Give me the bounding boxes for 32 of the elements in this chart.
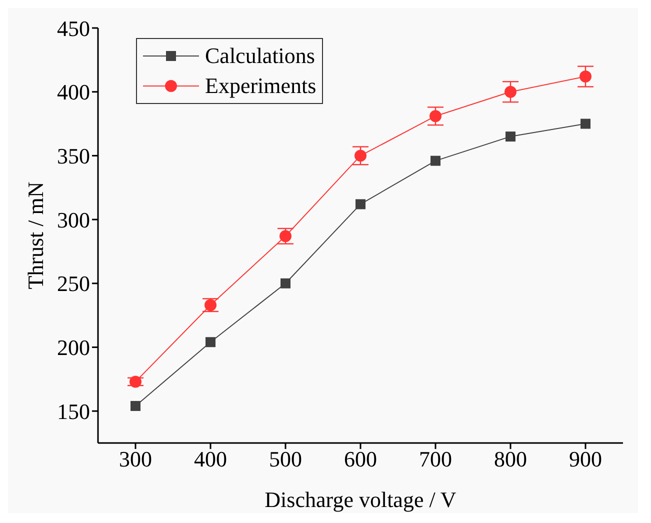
point bbox=[130, 400, 140, 411]
point bbox=[206, 337, 216, 348]
point bbox=[580, 70, 592, 83]
legend-label: Experiments bbox=[205, 73, 316, 99]
point bbox=[430, 156, 440, 166]
x-tick-label: 400 bbox=[194, 446, 227, 472]
y-tick-label: 400 bbox=[57, 80, 90, 105]
y-axis-title: Thrust / mN bbox=[22, 182, 48, 290]
point bbox=[280, 230, 292, 242]
x-tick-label: 600 bbox=[344, 446, 377, 472]
y-tick-label: 350 bbox=[57, 144, 90, 168]
y-tick-label: 200 bbox=[57, 335, 90, 360]
point bbox=[204, 299, 216, 312]
y-tick-label: 450 bbox=[57, 16, 90, 41]
point bbox=[280, 278, 290, 288]
x-tick-label: 900 bbox=[569, 446, 602, 472]
y-tick-label: 300 bbox=[57, 207, 90, 232]
point bbox=[506, 132, 516, 142]
point bbox=[580, 118, 590, 129]
x-tick-label: 500 bbox=[269, 446, 302, 472]
x-tick-label: 800 bbox=[494, 446, 527, 472]
y-tick-label: 150 bbox=[57, 398, 90, 424]
point bbox=[356, 199, 366, 210]
x-axis-title: Discharge voltage / V bbox=[264, 487, 456, 512]
point bbox=[504, 86, 516, 98]
y-tick-label: 250 bbox=[57, 271, 90, 296]
x-tick-label: 700 bbox=[419, 446, 452, 472]
x-tick-label: 300 bbox=[119, 446, 152, 472]
point bbox=[130, 376, 142, 388]
point bbox=[430, 110, 442, 122]
point bbox=[354, 150, 366, 162]
legend-label: Calculations bbox=[205, 43, 315, 69]
